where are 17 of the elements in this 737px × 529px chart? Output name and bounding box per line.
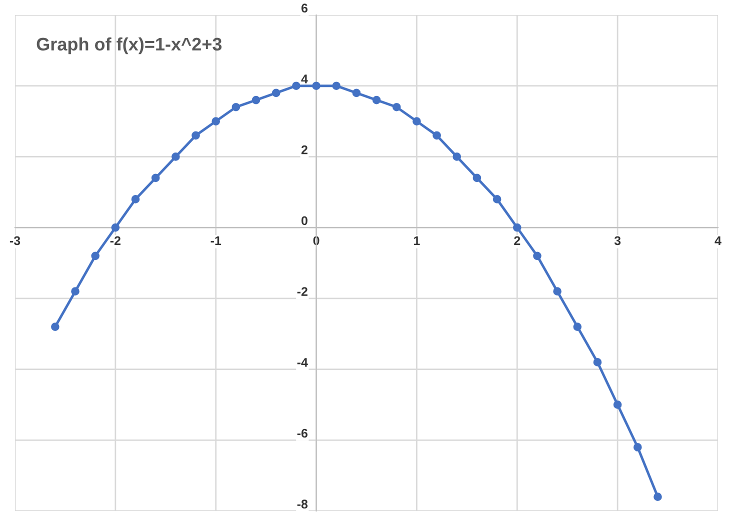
x-tick-label: -2 (110, 236, 120, 245)
x-tick-label: 2 (514, 236, 520, 245)
y-tick-label: 4 (301, 74, 308, 84)
y-tick-label: 6 (301, 4, 308, 13)
x-tick-label: -3 (10, 236, 20, 246)
x-tick-label: 0 (313, 236, 320, 246)
y-tick-label: 0 (301, 216, 308, 226)
text: Graph of f(x)=1-x^2+3 (36, 37, 222, 54)
y-tick-label: 2 (301, 145, 308, 154)
y-tick-label: -2 (297, 287, 308, 296)
y-tick-label: -8 (297, 500, 308, 509)
y-tick-label: -4 (297, 358, 308, 367)
x-tick-label: 1 (414, 236, 420, 245)
x-tick-label: -1 (210, 236, 222, 245)
x-tick-label: 3 (614, 236, 621, 246)
x-tick-label: 4 (714, 236, 722, 245)
y-tick-label: -6 (297, 428, 308, 438)
